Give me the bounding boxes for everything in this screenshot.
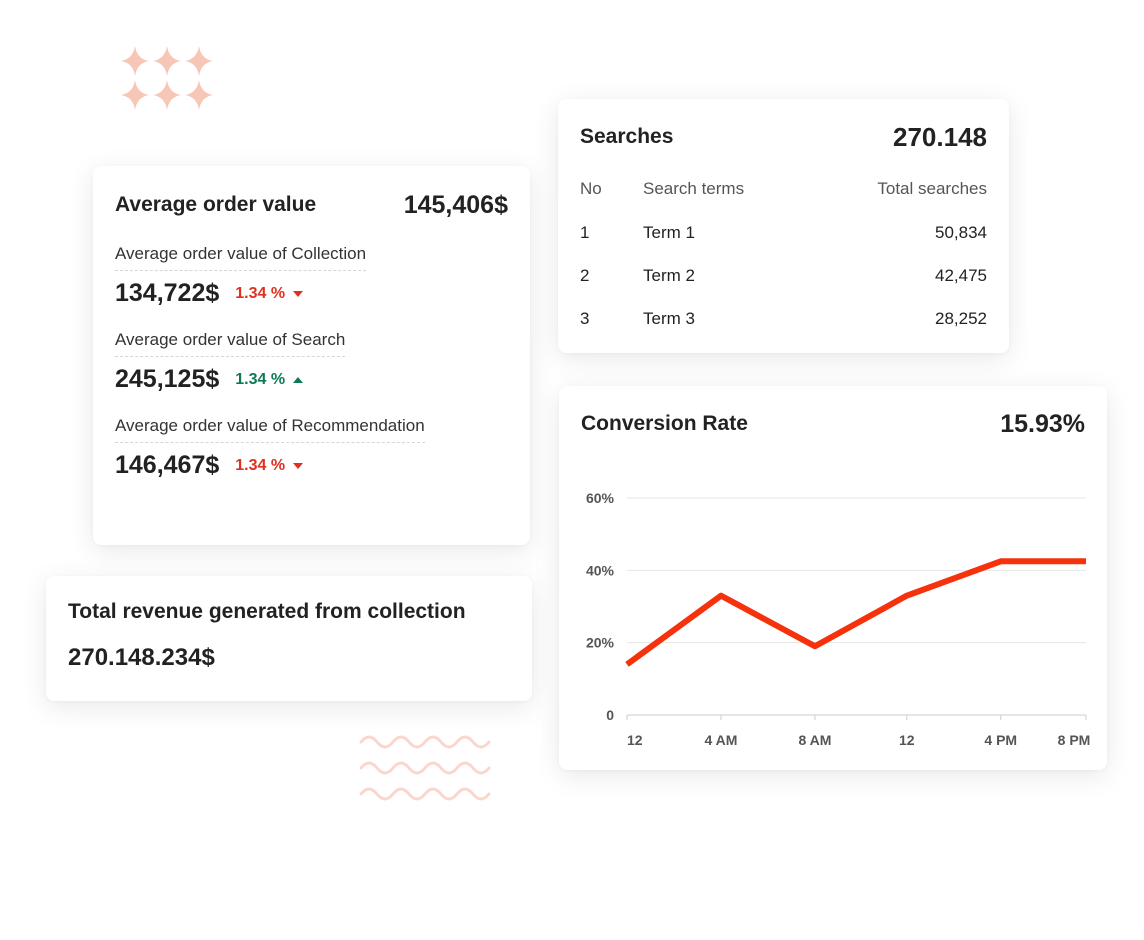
conversion-line-chart: 0 20% 40% 60% 12 4 AM 8 AM 12 4 PM 8 PM	[586, 490, 1091, 748]
aov-item-label: Average order value of Collection	[115, 244, 367, 271]
x-tick-label: 8 PM	[1058, 732, 1091, 748]
table-row: 1 Term 1 50,834	[580, 211, 987, 254]
x-tick-label: 12	[627, 732, 643, 748]
aov-item-value: 245,125$	[115, 365, 220, 393]
y-tick-label: 40%	[586, 562, 615, 578]
x-tick-label: 4 AM	[705, 732, 738, 748]
aov-item-delta-text: 1.34 %	[235, 456, 286, 474]
row-number: 1	[580, 222, 590, 242]
x-tick-label: 4 PM	[984, 732, 1017, 748]
aov-item-recommendation: Average order value of Recommendation 14…	[115, 416, 508, 480]
row-search-term: Term 3	[643, 308, 695, 328]
column-header-no: No	[580, 179, 602, 198]
row-total-searches: 28,252	[935, 308, 987, 328]
aov-item-value: 146,467$	[115, 451, 220, 479]
conversion-value: 15.93%	[1000, 409, 1085, 438]
aov-title: Average order value	[115, 193, 317, 216]
x-tick-label: 12	[899, 732, 915, 748]
wave-line-icon	[359, 735, 491, 801]
searches-total-value: 270.148	[893, 121, 987, 152]
conversion-title: Conversion Rate	[581, 412, 748, 435]
y-tick-label: 60%	[586, 490, 615, 506]
table-row: 2 Term 2 42,475	[580, 254, 987, 297]
aov-item-value: 134,722$	[115, 279, 220, 307]
column-header-total-searches: Total searches	[877, 179, 987, 198]
aov-item-delta-text: 1.34 %	[235, 370, 286, 388]
aov-item-delta: 1.34 %	[235, 370, 304, 389]
revenue-title: Total revenue generated from collection	[68, 600, 466, 623]
row-total-searches: 50,834	[935, 222, 987, 242]
table-row: 3 Term 3 28,252	[580, 297, 987, 340]
sparkles-decoration	[121, 46, 213, 110]
row-total-searches: 42,475	[935, 265, 987, 285]
aov-item-delta: 1.34 %	[235, 456, 304, 475]
conversion-header: Conversion Rate 15.93%	[581, 408, 1085, 440]
aov-item-search: Average order value of Search 245,125$ 1…	[115, 330, 508, 394]
column-header-search-terms: Search terms	[643, 179, 745, 198]
y-tick-label: 20%	[586, 635, 615, 651]
aov-item-delta-text: 1.34 %	[235, 284, 286, 302]
revenue-value: 270.148.234$	[68, 644, 215, 671]
table-header-row: No Search terms Total searches	[580, 167, 987, 211]
waves-decoration	[359, 735, 491, 801]
aov-item-collection: Average order value of Collection 134,72…	[115, 244, 508, 308]
row-search-term: Term 1	[643, 222, 695, 242]
aov-item-delta: 1.34 %	[235, 284, 304, 303]
series-line	[625, 558, 1086, 667]
average-order-value-card: Average order value 145,406$ Average ord…	[93, 166, 530, 545]
four-point-star-icon	[121, 46, 213, 110]
row-number: 3	[580, 308, 590, 328]
searches-table: No Search terms Total searches 1 Term 1 …	[580, 167, 987, 340]
row-search-term: Term 2	[643, 265, 695, 285]
conversion-rate-card: Conversion Rate 15.93% 0 20% 40% 60% 12 4 AM 8…	[559, 386, 1107, 770]
caret-up-icon	[293, 376, 304, 383]
searches-card: Searches 270.148 No Search terms Total s…	[558, 99, 1009, 353]
total-revenue-card: Total revenue generated from collection …	[46, 576, 532, 701]
caret-down-icon	[293, 290, 304, 297]
row-number: 2	[580, 265, 590, 285]
searches-title: Searches	[580, 125, 674, 148]
aov-item-label: Average order value of Recommendation	[115, 416, 425, 443]
x-tick-label: 8 AM	[799, 732, 832, 748]
y-tick-label: 0	[606, 707, 614, 723]
aov-header: Average order value 145,406$	[115, 190, 508, 220]
aov-item-label: Average order value of Search	[115, 330, 346, 357]
caret-down-icon	[293, 462, 304, 469]
searches-header: Searches 270.148	[580, 121, 987, 153]
aov-total-value: 145,406$	[403, 190, 508, 219]
